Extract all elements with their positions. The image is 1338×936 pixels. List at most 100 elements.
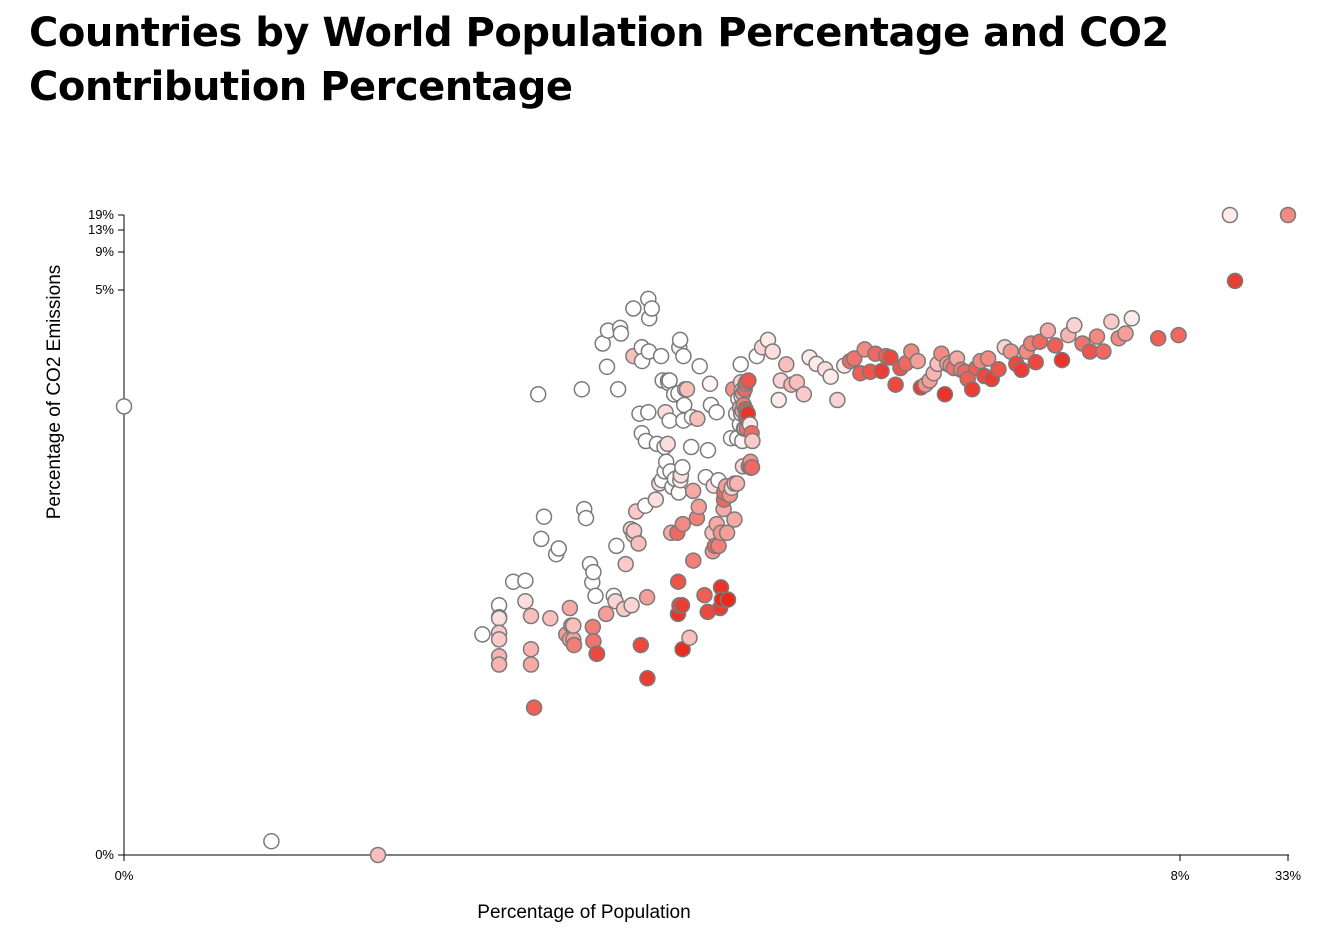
data-point — [625, 300, 642, 317]
data-point — [728, 475, 746, 492]
data-point — [1053, 351, 1071, 369]
y-tick-label: 19% — [88, 207, 114, 222]
data-point — [691, 357, 708, 375]
data-point — [565, 636, 583, 654]
data-point — [115, 398, 133, 415]
data-point — [1117, 325, 1134, 342]
data-point — [674, 459, 691, 476]
data-point — [726, 511, 743, 528]
data-point — [263, 832, 280, 850]
data-point — [770, 391, 787, 409]
x-tick-label: 0% — [115, 868, 134, 883]
data-point — [1031, 333, 1049, 350]
data-point — [887, 376, 904, 393]
data-point — [573, 381, 591, 398]
data-point — [369, 846, 387, 864]
x-tick-label: 33% — [1275, 868, 1301, 883]
data-point — [643, 300, 661, 317]
y-tick-label: 13% — [88, 222, 114, 237]
data-point — [701, 375, 719, 393]
data-point — [1088, 328, 1106, 345]
data-point — [1226, 272, 1244, 290]
data-point — [597, 605, 615, 623]
data-point — [681, 629, 698, 646]
data-point — [598, 358, 616, 376]
data-point — [1123, 310, 1141, 327]
data-point — [778, 356, 795, 373]
y-tick-label: 5% — [95, 282, 114, 297]
data-point — [690, 498, 708, 516]
data-point — [829, 391, 846, 409]
data-point — [675, 347, 692, 365]
data-point — [740, 372, 757, 389]
data-point — [979, 350, 997, 367]
data-point — [638, 589, 656, 606]
data-point — [696, 586, 713, 604]
data-point — [661, 412, 678, 429]
data-point — [647, 491, 665, 508]
data-point — [674, 515, 692, 533]
data-point — [732, 356, 749, 373]
data-point — [1279, 206, 1297, 224]
data-point — [490, 656, 508, 673]
data-point — [673, 597, 691, 614]
data-point — [671, 331, 689, 349]
data-point — [652, 347, 670, 365]
y-tick-label: 0% — [95, 847, 114, 862]
data-point — [743, 459, 761, 476]
data-point — [936, 386, 954, 403]
data-point — [1149, 330, 1167, 347]
data-point — [909, 352, 927, 370]
data-point — [617, 555, 634, 573]
data-point — [873, 362, 890, 380]
data-point — [585, 563, 602, 581]
data-point — [882, 349, 899, 366]
data-point — [612, 325, 630, 342]
chart-title: Countries by World Population Percentage… — [29, 10, 1169, 110]
data-point — [846, 350, 863, 367]
data-point — [822, 368, 839, 385]
x-tick-label: 8% — [1171, 868, 1190, 883]
data-point — [1013, 361, 1030, 379]
data-point — [719, 591, 737, 608]
data-point — [659, 435, 676, 453]
data-point — [630, 535, 647, 552]
data-point — [669, 573, 687, 590]
data-point — [490, 610, 508, 627]
data-point — [522, 656, 540, 673]
data-point — [708, 403, 725, 421]
data-point — [788, 373, 806, 391]
data-point — [684, 482, 702, 500]
data-point — [608, 537, 625, 555]
data-point — [517, 592, 534, 610]
data-point — [1066, 317, 1083, 334]
data-point — [661, 372, 678, 389]
data-point — [795, 386, 813, 403]
data-point — [609, 381, 627, 398]
data-point — [525, 699, 543, 716]
data-point — [517, 572, 534, 589]
data-point — [1170, 326, 1187, 344]
data-point — [764, 343, 781, 360]
data-point — [963, 381, 981, 398]
data-point — [1221, 206, 1239, 224]
data-point — [577, 509, 595, 527]
data-point — [522, 640, 540, 658]
data-point — [682, 438, 700, 456]
data-point — [542, 610, 559, 627]
data-point — [675, 396, 693, 414]
data-point — [990, 360, 1007, 378]
y-axis-title: Percentage of CO2 Emissions — [44, 265, 65, 520]
data-point — [689, 410, 706, 428]
axes: 19%13% 9% 5% 0%0% 8% 33% — [88, 207, 1301, 883]
data-point — [1103, 313, 1120, 330]
data-point — [685, 552, 702, 569]
data-point — [561, 599, 579, 617]
data-point — [623, 597, 640, 614]
data-point — [640, 403, 657, 421]
data-point — [1046, 337, 1064, 354]
data-points — [115, 206, 1297, 864]
data-point — [535, 508, 553, 525]
data-point — [532, 530, 550, 548]
